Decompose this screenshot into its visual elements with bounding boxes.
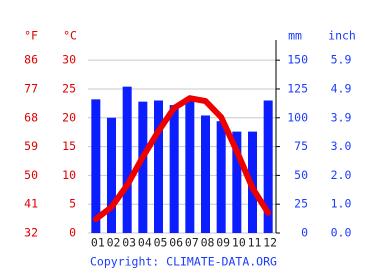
- y-tick-label: 5: [69, 197, 76, 211]
- y2-tick-label: 100: [287, 110, 308, 124]
- axis-label-inch: inch: [328, 29, 356, 43]
- precipitation-bar: [232, 131, 242, 233]
- x-tick-label: 02: [107, 236, 121, 250]
- precipitation-bar: [185, 100, 195, 233]
- x-tick-label: 12: [263, 236, 277, 250]
- x-tick-label: 09: [216, 236, 230, 250]
- y2-tick-label: 0: [301, 226, 308, 240]
- y2-tick-label: 150: [287, 53, 308, 67]
- x-tick-label: 03: [122, 236, 136, 250]
- y2-tick-label: 125: [287, 81, 308, 95]
- x-tick-label: 07: [185, 236, 199, 250]
- x-tick-label: 01: [91, 236, 105, 250]
- axis-label-c: °C: [63, 29, 77, 43]
- y-alt-tick-label: 32: [24, 226, 38, 240]
- y-tick-label: 30: [62, 53, 76, 67]
- y2-alt-tick-label: 5.9: [331, 53, 352, 67]
- x-tick-label: 11: [248, 236, 262, 250]
- precipitation-bar: [169, 105, 179, 233]
- axis-label-f: °F: [24, 29, 38, 43]
- y2-alt-tick-label: 0.0: [331, 226, 352, 240]
- y-alt-tick-label: 68: [24, 110, 38, 124]
- precipitation-bar: [91, 99, 101, 233]
- y2-tick-label: 25: [294, 197, 308, 211]
- precipitation-bar: [201, 115, 210, 233]
- y-alt-tick-label: 86: [24, 53, 38, 67]
- y2-alt-tick-label: 3.0: [331, 139, 352, 153]
- temperature-line: [92, 95, 272, 223]
- copyright: Copyright: CLIMATE-DATA.ORG: [90, 255, 277, 269]
- y2-alt-tick-label: 2.0: [331, 168, 352, 182]
- x-tick-label: 06: [169, 236, 183, 250]
- y-tick-label: 25: [62, 81, 76, 95]
- y-alt-tick-label: 50: [24, 168, 38, 182]
- x-tick-label: 05: [154, 236, 168, 250]
- y2-tick-label: 75: [294, 139, 308, 153]
- precipitation-bar: [107, 117, 116, 233]
- y-tick-label: 10: [62, 168, 76, 182]
- axis-label-mm: mm: [288, 29, 302, 43]
- precipitation-bar: [138, 101, 148, 233]
- y2-alt-tick-label: 3.9: [331, 110, 352, 124]
- y-tick-label: 15: [62, 139, 76, 153]
- y-alt-tick-label: 41: [24, 197, 38, 211]
- y-alt-tick-label: 77: [24, 81, 38, 95]
- y-tick-label: 0: [69, 226, 76, 240]
- y-tick-label: 20: [62, 110, 76, 124]
- x-tick-label: 10: [232, 236, 246, 250]
- precipitation-bar: [216, 121, 226, 233]
- precipitation-bar: [122, 86, 132, 233]
- y2-alt-tick-label: 1.0: [331, 197, 352, 211]
- y2-alt-tick-label: 4.9: [331, 81, 352, 95]
- x-tick-label: 04: [138, 236, 152, 250]
- x-tick-label: 08: [201, 236, 215, 250]
- y-alt-tick-label: 59: [24, 139, 38, 153]
- precipitation-bar: [154, 100, 163, 233]
- y2-tick-label: 50: [294, 168, 308, 182]
- precipitation-bar: [263, 100, 273, 233]
